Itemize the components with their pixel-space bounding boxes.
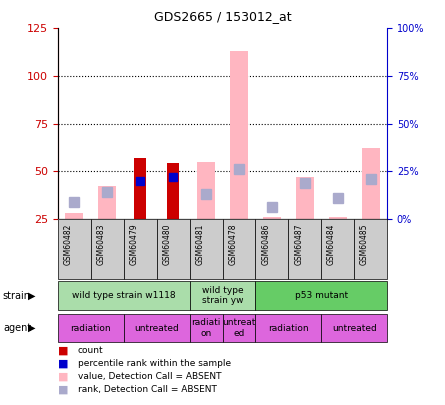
Bar xyxy=(197,162,215,219)
Bar xyxy=(65,213,83,219)
Text: GSM60486: GSM60486 xyxy=(261,224,270,265)
Text: p53 mutant: p53 mutant xyxy=(295,291,348,300)
Text: ▶: ▶ xyxy=(28,323,35,333)
Bar xyxy=(190,219,222,279)
Text: ■: ■ xyxy=(58,345,69,355)
Bar xyxy=(124,219,157,279)
Text: ■: ■ xyxy=(58,371,69,381)
Bar xyxy=(329,217,347,219)
Text: GSM60480: GSM60480 xyxy=(162,224,171,265)
Bar xyxy=(321,219,354,279)
Bar xyxy=(222,314,255,342)
Text: radiati
on: radiati on xyxy=(191,318,221,338)
Text: ■: ■ xyxy=(58,358,69,368)
Text: rank, Detection Call = ABSENT: rank, Detection Call = ABSENT xyxy=(78,385,217,394)
Bar xyxy=(222,219,255,279)
Text: count: count xyxy=(78,346,104,355)
Bar xyxy=(190,281,255,310)
Bar xyxy=(354,219,387,279)
Text: GSM60487: GSM60487 xyxy=(294,224,303,265)
Text: ■: ■ xyxy=(58,384,69,394)
Bar xyxy=(190,314,222,342)
Bar xyxy=(288,219,321,279)
Text: GSM60485: GSM60485 xyxy=(360,224,369,265)
Text: GSM60479: GSM60479 xyxy=(129,224,138,265)
Bar xyxy=(255,281,387,310)
Bar xyxy=(91,219,124,279)
Bar xyxy=(134,158,146,219)
Text: agent: agent xyxy=(4,323,32,333)
Text: GSM60481: GSM60481 xyxy=(195,224,204,265)
Text: wild type strain w1118: wild type strain w1118 xyxy=(72,291,175,300)
Bar xyxy=(230,51,248,219)
Bar xyxy=(58,281,190,310)
Text: strain: strain xyxy=(2,291,30,301)
Bar xyxy=(296,177,314,219)
Text: untreat
ed: untreat ed xyxy=(222,318,255,338)
Text: radiation: radiation xyxy=(268,324,309,333)
Bar xyxy=(263,217,281,219)
Text: GSM60478: GSM60478 xyxy=(228,224,237,265)
Bar xyxy=(58,219,91,279)
Text: GSM60484: GSM60484 xyxy=(327,224,336,265)
Text: untreated: untreated xyxy=(134,324,179,333)
Bar xyxy=(98,186,116,219)
Bar xyxy=(321,314,387,342)
Text: GSM60483: GSM60483 xyxy=(97,224,105,265)
Bar xyxy=(362,148,380,219)
Text: percentile rank within the sample: percentile rank within the sample xyxy=(78,359,231,368)
Text: GDS2665 / 153012_at: GDS2665 / 153012_at xyxy=(154,10,291,23)
Text: radiation: radiation xyxy=(70,324,111,333)
Text: value, Detection Call = ABSENT: value, Detection Call = ABSENT xyxy=(78,372,221,381)
Text: GSM60482: GSM60482 xyxy=(64,224,73,265)
Bar xyxy=(157,219,190,279)
Bar xyxy=(255,314,321,342)
Text: wild type
strain yw: wild type strain yw xyxy=(202,286,243,305)
Bar xyxy=(255,219,288,279)
Bar xyxy=(124,314,190,342)
Bar xyxy=(167,164,179,219)
Text: ▶: ▶ xyxy=(28,291,35,301)
Bar xyxy=(58,314,124,342)
Text: untreated: untreated xyxy=(332,324,376,333)
